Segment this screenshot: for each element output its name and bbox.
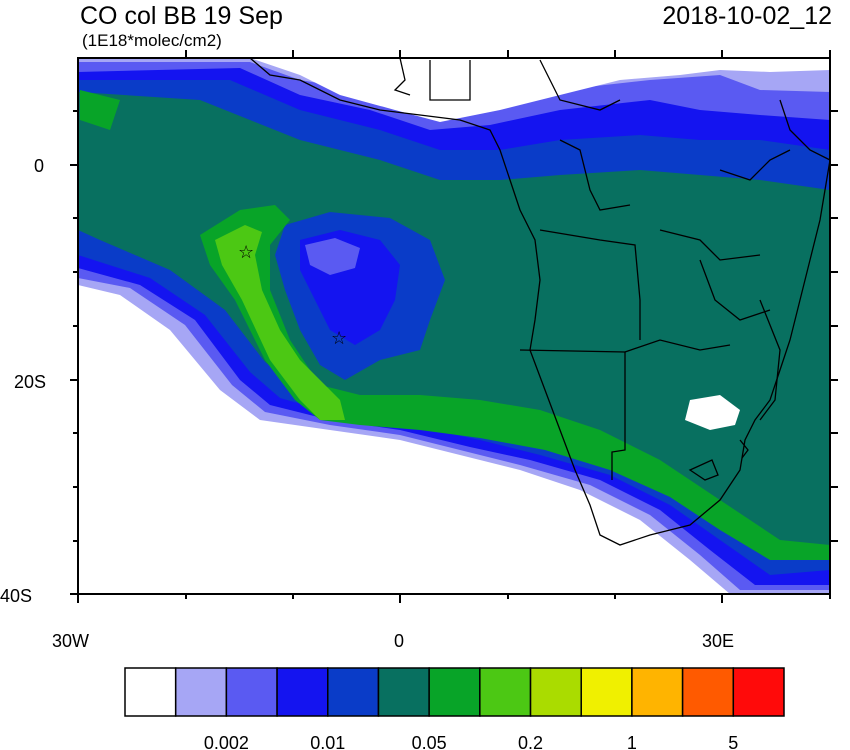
colorbar-swatch [732,667,785,717]
colorbar-swatch [377,667,430,717]
map-title: CO col BB 19 Sep [80,2,283,30]
co-field [78,58,830,594]
colorbar-swatch [428,667,481,717]
lon-label-0: 0 [394,631,404,651]
colorbar-label: 0.01 [310,733,345,750]
lat-label-40s: 40S [0,586,32,606]
colorbar-swatch [479,667,532,717]
colorbar-label: 5 [728,733,738,750]
colorbar-swatch [124,667,177,717]
contour-green [200,205,830,560]
lon-label-30w: 30W [52,631,89,651]
colorbar [124,667,785,717]
marker-star-1: ☆ [238,242,254,263]
lat-label-0: 0 [34,156,44,176]
units-label: (1E18*molec/cm2) [82,31,222,50]
marker-star-2: ☆ [331,328,347,349]
colorbar-label: 0.002 [204,733,249,750]
colorbar-swatch [580,667,633,717]
coastlines [249,58,830,546]
colorbar-label: 1 [627,733,637,750]
colorbar-swatch [327,667,380,717]
colorbar-swatch [225,667,278,717]
colorbar-label: 0.05 [412,733,447,750]
datetime-label: 2018-10-02_12 [662,2,832,30]
colorbar-swatch [681,667,735,717]
colorbar-swatch [529,667,582,717]
colorbar-swatch [631,667,684,717]
colorbar-swatch [174,667,228,717]
colorbar-labels: 0.002 0.01 0.05 0.2 1 5 [204,733,738,750]
colorbar-swatch [276,667,329,717]
axis-ticks [70,50,838,603]
colorbar-label: 0.2 [518,733,543,750]
lon-label-30e: 30E [702,631,734,651]
lat-label-20s: 20S [14,372,46,392]
